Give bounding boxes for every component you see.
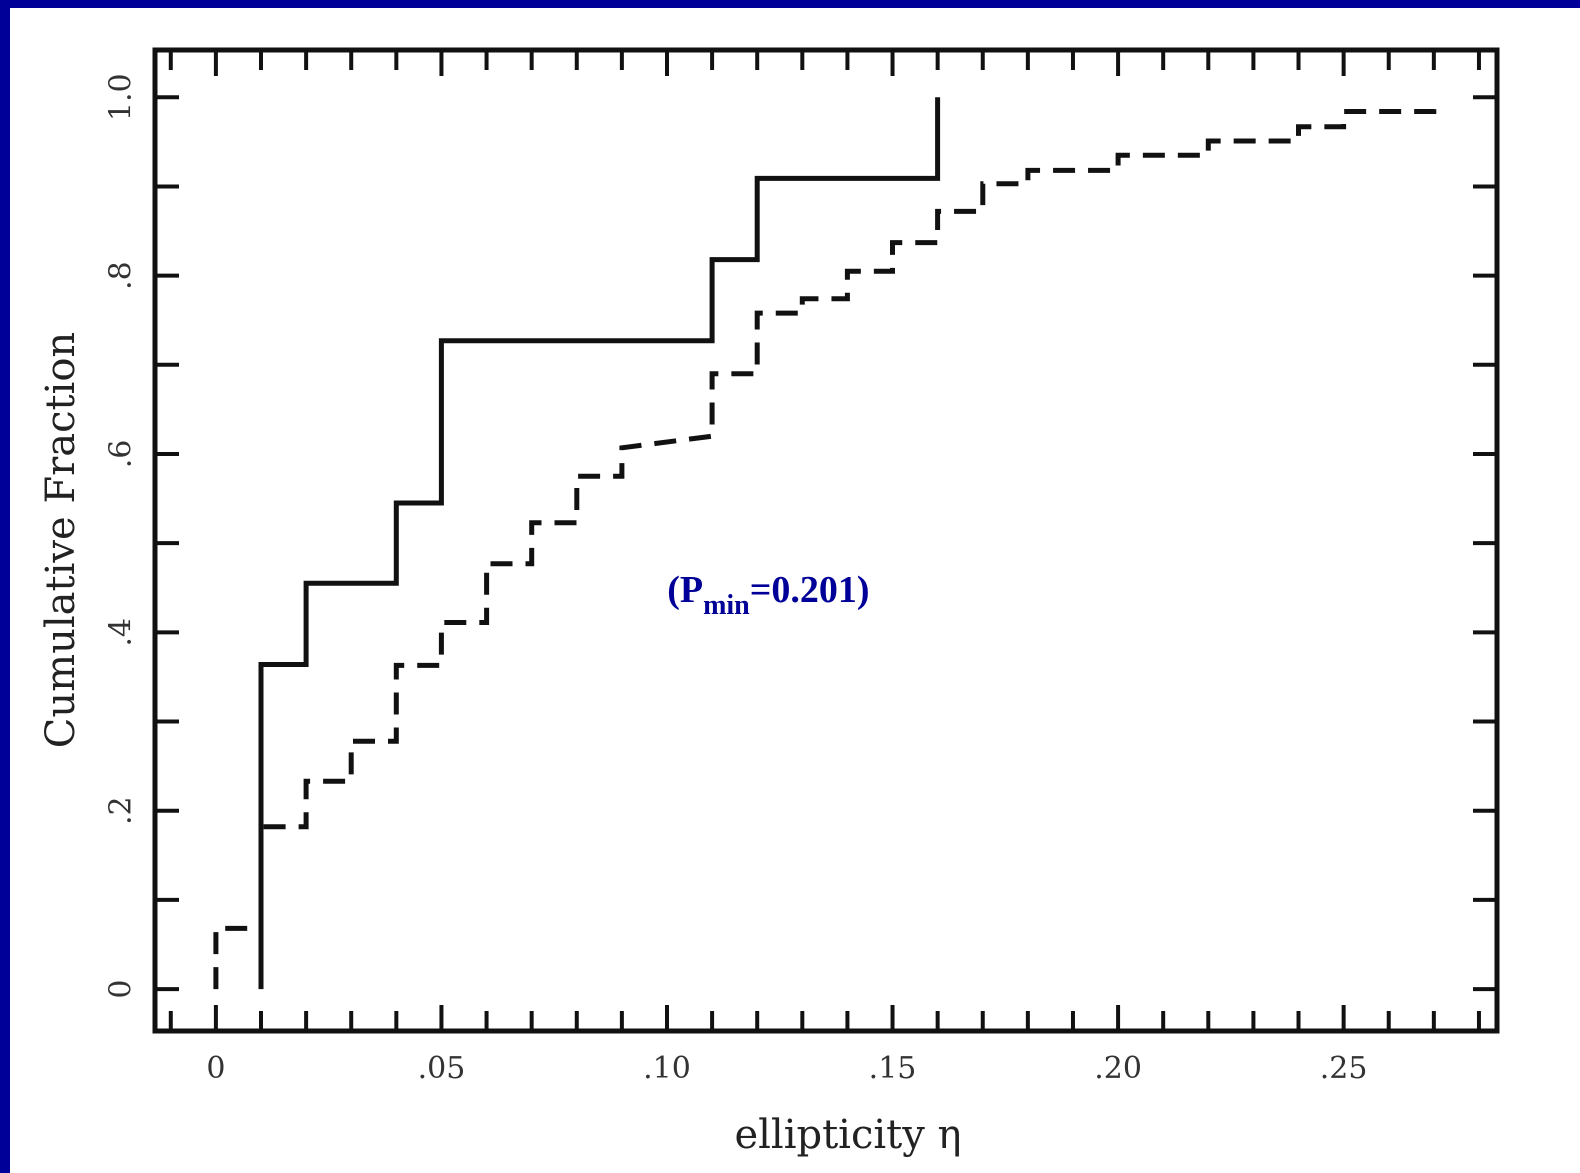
series-layer [213,97,1437,990]
y-tick-label: .2 [104,796,139,825]
tick-marks [155,50,1497,1031]
p-min-subscript: min [703,590,750,621]
x-tick-label: .05 [418,1051,466,1086]
y-tick-label: .8 [104,261,139,290]
x-tick-label: .10 [643,1051,691,1086]
plot-area-frame [152,47,1500,1034]
solid-cdf-series [258,97,941,990]
p-min-value: =0.201) [750,569,870,611]
x-tick-label: .15 [869,1051,917,1086]
x-tick-label: .20 [1094,1051,1142,1086]
y-axis-label: Cumulative Fraction [38,332,84,748]
y-tick-labels: 0 .2 .4 .6 .8 1.0 [104,73,139,998]
x-axis-label: ellipticity η [734,1112,961,1158]
p-min-annotation: (Pmin=0.201) [667,569,869,621]
x-tick-labels: 0 .05 .10 .15 .20 .25 [206,1051,1367,1086]
p-min-prefix: (P [667,569,703,611]
y-tick-label: 0 [104,980,139,999]
figure-panel [10,8,1580,1173]
dashed-cdf-series [213,97,1437,990]
y-tick-label: .6 [104,440,139,469]
y-tick-label: .4 [104,618,139,647]
x-tick-label: .25 [1320,1051,1368,1086]
x-tick-label: 0 [206,1051,225,1086]
y-tick-label: 1.0 [104,73,139,121]
